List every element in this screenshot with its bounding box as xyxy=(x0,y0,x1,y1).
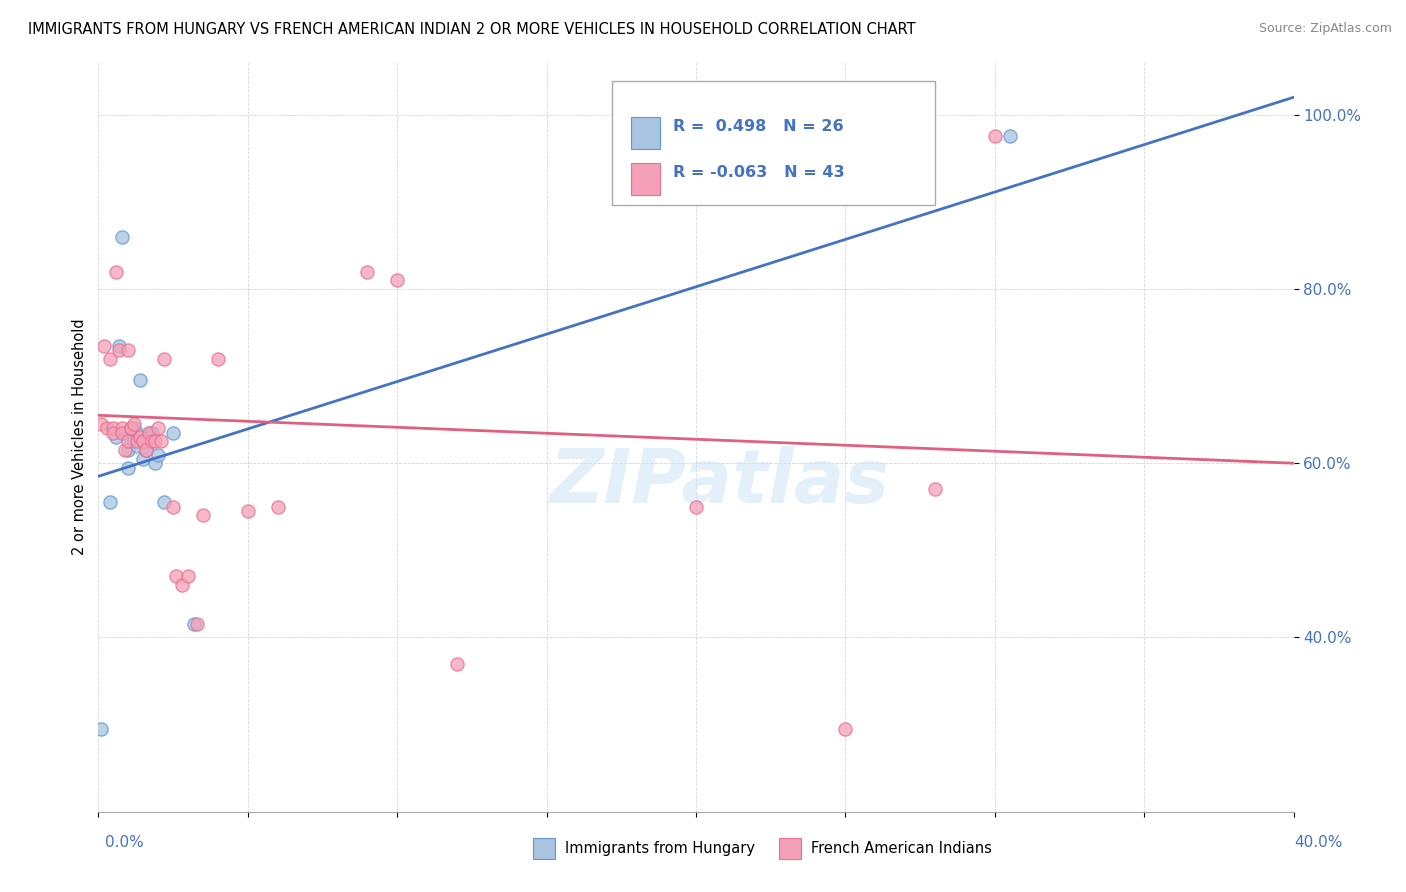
Y-axis label: 2 or more Vehicles in Household: 2 or more Vehicles in Household xyxy=(72,318,87,556)
Point xyxy=(446,657,468,671)
Point xyxy=(120,421,142,435)
Point xyxy=(385,273,409,287)
Point xyxy=(127,439,149,453)
Point xyxy=(103,421,125,435)
Point xyxy=(117,343,139,357)
Point xyxy=(135,443,157,458)
Point xyxy=(186,617,208,632)
Point xyxy=(129,430,152,444)
Text: Immigrants from Hungary: Immigrants from Hungary xyxy=(565,841,755,856)
FancyBboxPatch shape xyxy=(631,117,661,149)
Point xyxy=(141,425,163,440)
Point xyxy=(105,430,128,444)
Point xyxy=(127,434,149,449)
Point xyxy=(124,417,146,431)
Point xyxy=(117,460,139,475)
Point xyxy=(132,434,155,449)
Point xyxy=(132,434,155,449)
Point xyxy=(114,425,136,440)
Point xyxy=(162,500,184,514)
Point xyxy=(96,421,118,435)
Point xyxy=(998,129,1021,144)
Point xyxy=(150,434,173,449)
Point xyxy=(111,421,134,435)
Text: IMMIGRANTS FROM HUNGARY VS FRENCH AMERICAN INDIAN 2 OR MORE VEHICLES IN HOUSEHOL: IMMIGRANTS FROM HUNGARY VS FRENCH AMERIC… xyxy=(28,22,915,37)
Point xyxy=(120,434,142,449)
Point xyxy=(114,443,136,458)
Point xyxy=(132,451,155,466)
Point xyxy=(120,421,142,435)
Point xyxy=(143,434,166,449)
FancyBboxPatch shape xyxy=(631,163,661,195)
Point xyxy=(90,722,112,736)
Point xyxy=(165,569,187,583)
Text: 40.0%: 40.0% xyxy=(1295,836,1343,850)
Point xyxy=(98,351,122,366)
Text: R = -0.063   N = 43: R = -0.063 N = 43 xyxy=(673,165,845,180)
Point xyxy=(98,495,122,509)
Point xyxy=(90,417,112,431)
Point xyxy=(138,425,160,440)
Point xyxy=(236,504,259,518)
Point xyxy=(267,500,290,514)
Text: ZIPatlas: ZIPatlas xyxy=(550,445,890,518)
Point xyxy=(132,434,155,449)
Point xyxy=(162,425,184,440)
Point xyxy=(135,443,157,458)
Point xyxy=(108,338,131,352)
Point xyxy=(111,229,134,244)
Point xyxy=(105,264,128,278)
Point xyxy=(103,425,125,440)
Point xyxy=(135,434,157,449)
Point xyxy=(127,425,149,440)
Point xyxy=(172,578,194,592)
Point xyxy=(117,434,139,449)
Point xyxy=(153,351,176,366)
Text: 0.0%: 0.0% xyxy=(105,836,145,850)
Point xyxy=(141,434,163,449)
Text: R =  0.498   N = 26: R = 0.498 N = 26 xyxy=(673,119,844,134)
Point xyxy=(108,343,131,357)
FancyBboxPatch shape xyxy=(613,81,935,205)
Point xyxy=(153,495,176,509)
Point xyxy=(207,351,229,366)
Point xyxy=(183,617,205,632)
Point xyxy=(111,425,134,440)
Point xyxy=(138,425,160,440)
Point xyxy=(93,338,115,352)
Point xyxy=(356,264,378,278)
Text: Source: ZipAtlas.com: Source: ZipAtlas.com xyxy=(1258,22,1392,36)
Point xyxy=(148,448,170,462)
Point xyxy=(685,500,707,514)
Point xyxy=(834,722,856,736)
Point xyxy=(148,421,170,435)
Point xyxy=(129,374,152,388)
Point xyxy=(924,483,946,497)
Point xyxy=(143,456,166,470)
Point xyxy=(117,443,139,458)
Point xyxy=(984,129,1007,144)
Point xyxy=(177,569,200,583)
Point xyxy=(191,508,214,523)
Point xyxy=(124,421,146,435)
Text: French American Indians: French American Indians xyxy=(811,841,993,856)
Point xyxy=(124,434,146,449)
